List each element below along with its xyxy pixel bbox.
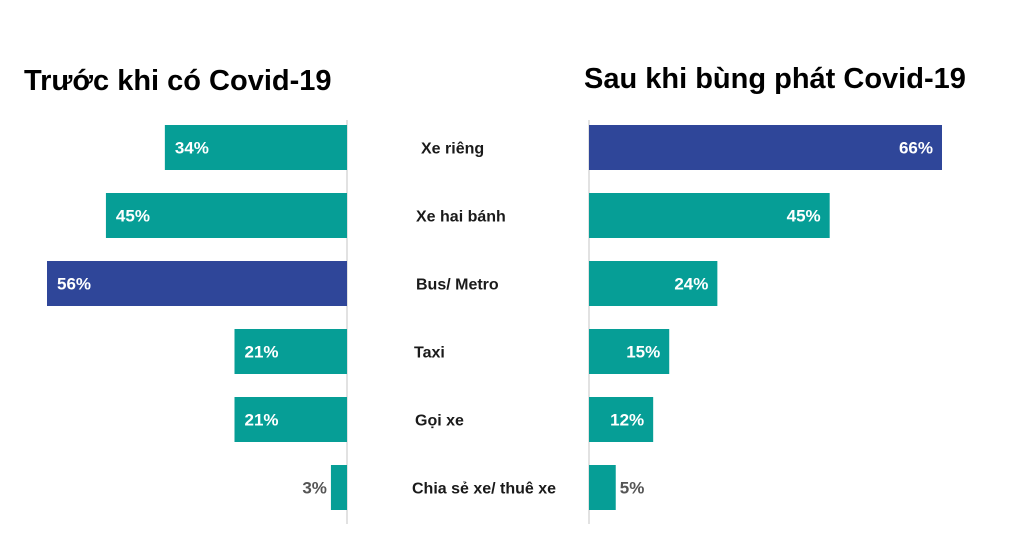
right-bar [589,193,830,238]
left-bars-group: 34% 45% 56% 21% 21% 3% [47,125,347,510]
category-label: Chia sẻ xe/ thuê xe [412,481,556,498]
category-label: Gọi xe [415,413,464,430]
left-bar [47,261,347,306]
category-label: Xe riêng [421,141,484,158]
left-bar-value-label: 21% [245,343,279,362]
left-bar-value-label: 3% [302,479,327,498]
right-bar [589,329,670,374]
right-bar-value-label: 45% [787,207,821,226]
left-bar-value-label: 21% [245,411,279,430]
left-bar [105,193,347,238]
right-panel-title: Sau khi bùng phát Covid-19 [584,63,966,95]
right-bar [589,465,616,510]
left-bar [234,329,347,374]
right-bar-value-label: 24% [674,275,708,294]
left-bar-value-label: 56% [57,275,91,294]
category-label: Taxi [414,345,445,362]
left-bar-value-label: 45% [116,207,150,226]
right-bar [589,397,654,442]
right-bar-value-label: 5% [620,479,645,498]
left-bar-value-label: 34% [175,139,209,158]
right-bar-value-label: 15% [626,343,660,362]
right-bar-value-label: 12% [610,411,644,430]
category-label: Xe hai bánh [416,209,506,226]
left-bar [330,465,347,510]
category-labels-group: Xe riêng Xe hai bánh Bus/ Metro Taxi Gọi xe C… [412,141,556,498]
right-bar-value-label: 66% [899,139,933,158]
left-bar [164,125,347,170]
right-bar [589,125,942,170]
right-bar [589,261,718,306]
left-bar [234,397,347,442]
left-panel-title: Trước khi có Covid-19 [24,65,332,97]
category-label: Bus/ Metro [416,277,499,294]
right-bars-group: 66% 45% 24% 15% 12% 5% [589,125,942,510]
